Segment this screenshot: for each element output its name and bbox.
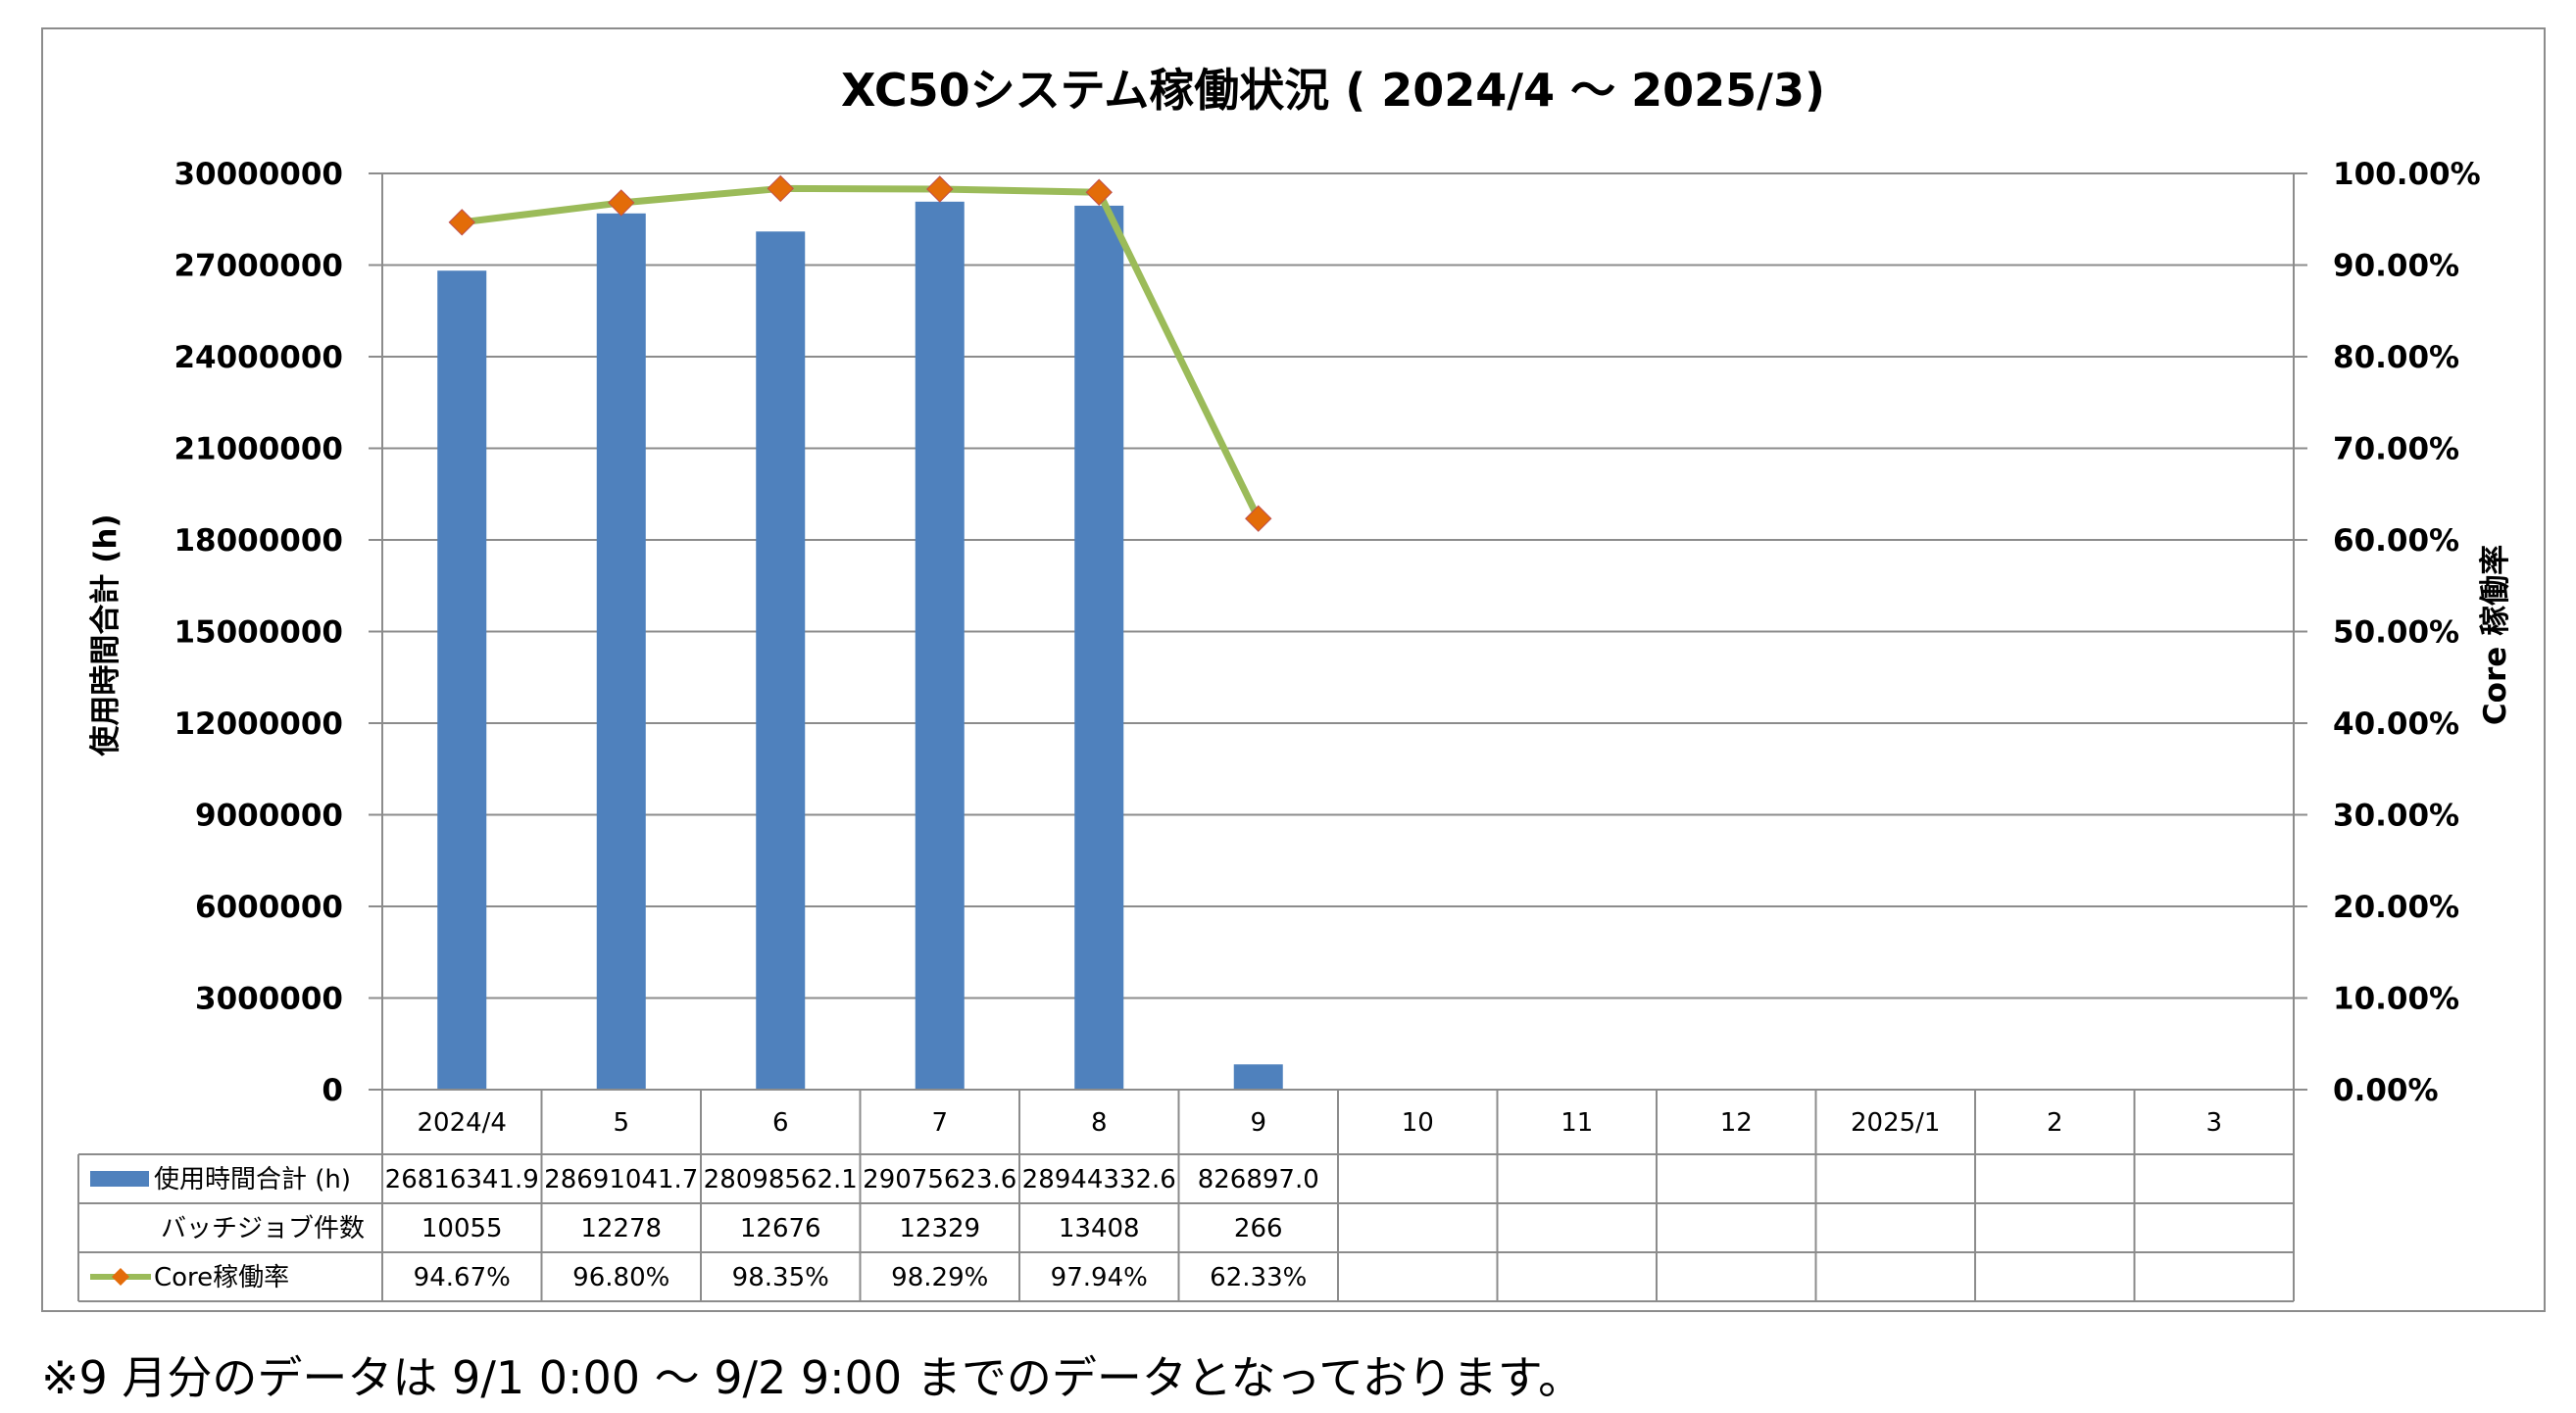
- table-cell: 97.94%: [1051, 1263, 1148, 1292]
- legend-key-marker: [112, 1268, 129, 1286]
- table-cell: 94.67%: [414, 1263, 511, 1292]
- table-cell: 266: [1234, 1214, 1283, 1243]
- category-label: 2025/1: [1851, 1108, 1940, 1138]
- core-rate-marker-5: [1085, 178, 1113, 206]
- category-label: 7: [931, 1108, 948, 1138]
- table-cell: 28944332.6: [1022, 1165, 1176, 1194]
- row-header-core-rate: Core稼働率: [154, 1263, 289, 1292]
- y2-tick-label: 50.00%: [2333, 615, 2459, 651]
- core-rate-marker-1: [448, 209, 475, 236]
- table-cell: 826897.0: [1198, 1165, 1319, 1194]
- table-cell: 96.80%: [572, 1263, 669, 1292]
- footnote: ※9 月分のデータは 9/1 0:00 〜 9/2 9:00 までのデータとなっ…: [41, 1351, 1584, 1404]
- row-header-batch: バッチジョブ件数: [161, 1214, 365, 1243]
- table-cell: 28098562.1: [704, 1165, 858, 1194]
- y2-tick-label: 0.00%: [2333, 1073, 2439, 1108]
- y-tick-label: 3000000: [195, 982, 343, 1017]
- y2-axis-title: Core 稼働率: [2478, 545, 2513, 725]
- chart-svg: 2024/4 5 6 7 8 9 10 11 12 2025/1 2 3 使用時間合計 (h) バッチジョ…: [77, 64, 2513, 1302]
- y-tick-label: 18000000: [173, 523, 343, 559]
- core-rate-marker-2: [608, 189, 635, 217]
- core-rate-marker-4: [926, 175, 954, 203]
- y2-tick-label: 30.00%: [2333, 799, 2459, 834]
- y2-tick-label: 90.00%: [2333, 249, 2459, 284]
- table-cell: 98.29%: [891, 1263, 988, 1292]
- bar-1: [437, 270, 487, 1090]
- core-rate-marker-6: [1245, 505, 1272, 532]
- y-tick-label: 27000000: [173, 249, 343, 284]
- table-cell: 13408: [1059, 1214, 1140, 1243]
- core-rate-marker-3: [767, 174, 794, 203]
- bar-2: [596, 213, 646, 1090]
- y-tick-label: 0: [322, 1073, 343, 1108]
- grid-layer: [382, 172, 2294, 999]
- category-label: 11: [1560, 1108, 1593, 1138]
- bar-layer: [437, 201, 1283, 1091]
- category-label: 10: [1402, 1108, 1434, 1138]
- y2-tick-label: 10.00%: [2333, 982, 2459, 1017]
- category-label: 12: [1720, 1108, 1753, 1138]
- category-label: 9: [1250, 1108, 1266, 1138]
- row-header-usage: 使用時間合計 (h): [154, 1165, 351, 1194]
- data-table: 2024/4 5 6 7 8 9 10 11 12 2025/1 2 3 使用時間合計 (h) バッチジョ…: [77, 1089, 2295, 1302]
- table-cell: 98.35%: [732, 1263, 829, 1292]
- table-cell: 28691041.7: [544, 1165, 698, 1194]
- y2-tick-label: 20.00%: [2333, 890, 2459, 925]
- table-cell: 10055: [421, 1214, 503, 1243]
- y-tick-label: 24000000: [173, 340, 343, 375]
- category-label: 2024/4: [418, 1108, 507, 1138]
- bar-4: [915, 201, 965, 1090]
- category-label: 6: [772, 1108, 789, 1138]
- table-cell: 12278: [580, 1214, 662, 1243]
- y-tick-label: 12000000: [173, 706, 343, 742]
- category-label: 5: [613, 1108, 629, 1138]
- y-tick-label: 30000000: [173, 157, 343, 192]
- table-cell: 62.33%: [1210, 1263, 1307, 1292]
- line-layer: [448, 174, 1272, 532]
- axis-layer: 0 0.00% 3000000 10.00% 6000000 20.00% 9000000 3…: [173, 157, 2480, 1108]
- y2-tick-label: 40.00%: [2333, 706, 2459, 742]
- y2-tick-label: 70.00%: [2333, 432, 2459, 467]
- category-label: 8: [1091, 1108, 1108, 1138]
- y2-tick-label: 60.00%: [2333, 523, 2459, 559]
- y-tick-label: 9000000: [195, 799, 343, 834]
- table-cell: 12329: [899, 1214, 980, 1243]
- y-tick-label: 6000000: [195, 890, 343, 925]
- category-label: 3: [2205, 1108, 2222, 1138]
- bar-3: [756, 231, 806, 1090]
- y2-tick-label: 80.00%: [2333, 340, 2459, 375]
- category-label: 2: [2047, 1108, 2063, 1138]
- bar-6: [1233, 1064, 1283, 1090]
- legend-key-bar: [90, 1171, 149, 1187]
- y-tick-label: 21000000: [173, 432, 343, 467]
- table-cell: 12676: [740, 1214, 821, 1243]
- y-axis-title: 使用時間合計 (h): [88, 513, 124, 756]
- y-tick-label: 15000000: [173, 615, 343, 651]
- chart-title: XC50システム稼働状況 ( 2024/4 〜 2025/3): [841, 64, 1825, 117]
- table-cell: 26816341.9: [385, 1165, 539, 1194]
- y2-tick-label: 100.00%: [2333, 157, 2481, 192]
- bar-5: [1074, 205, 1124, 1091]
- table-cell: 29075623.6: [863, 1165, 1016, 1194]
- core-rate-line: [461, 184, 1262, 520]
